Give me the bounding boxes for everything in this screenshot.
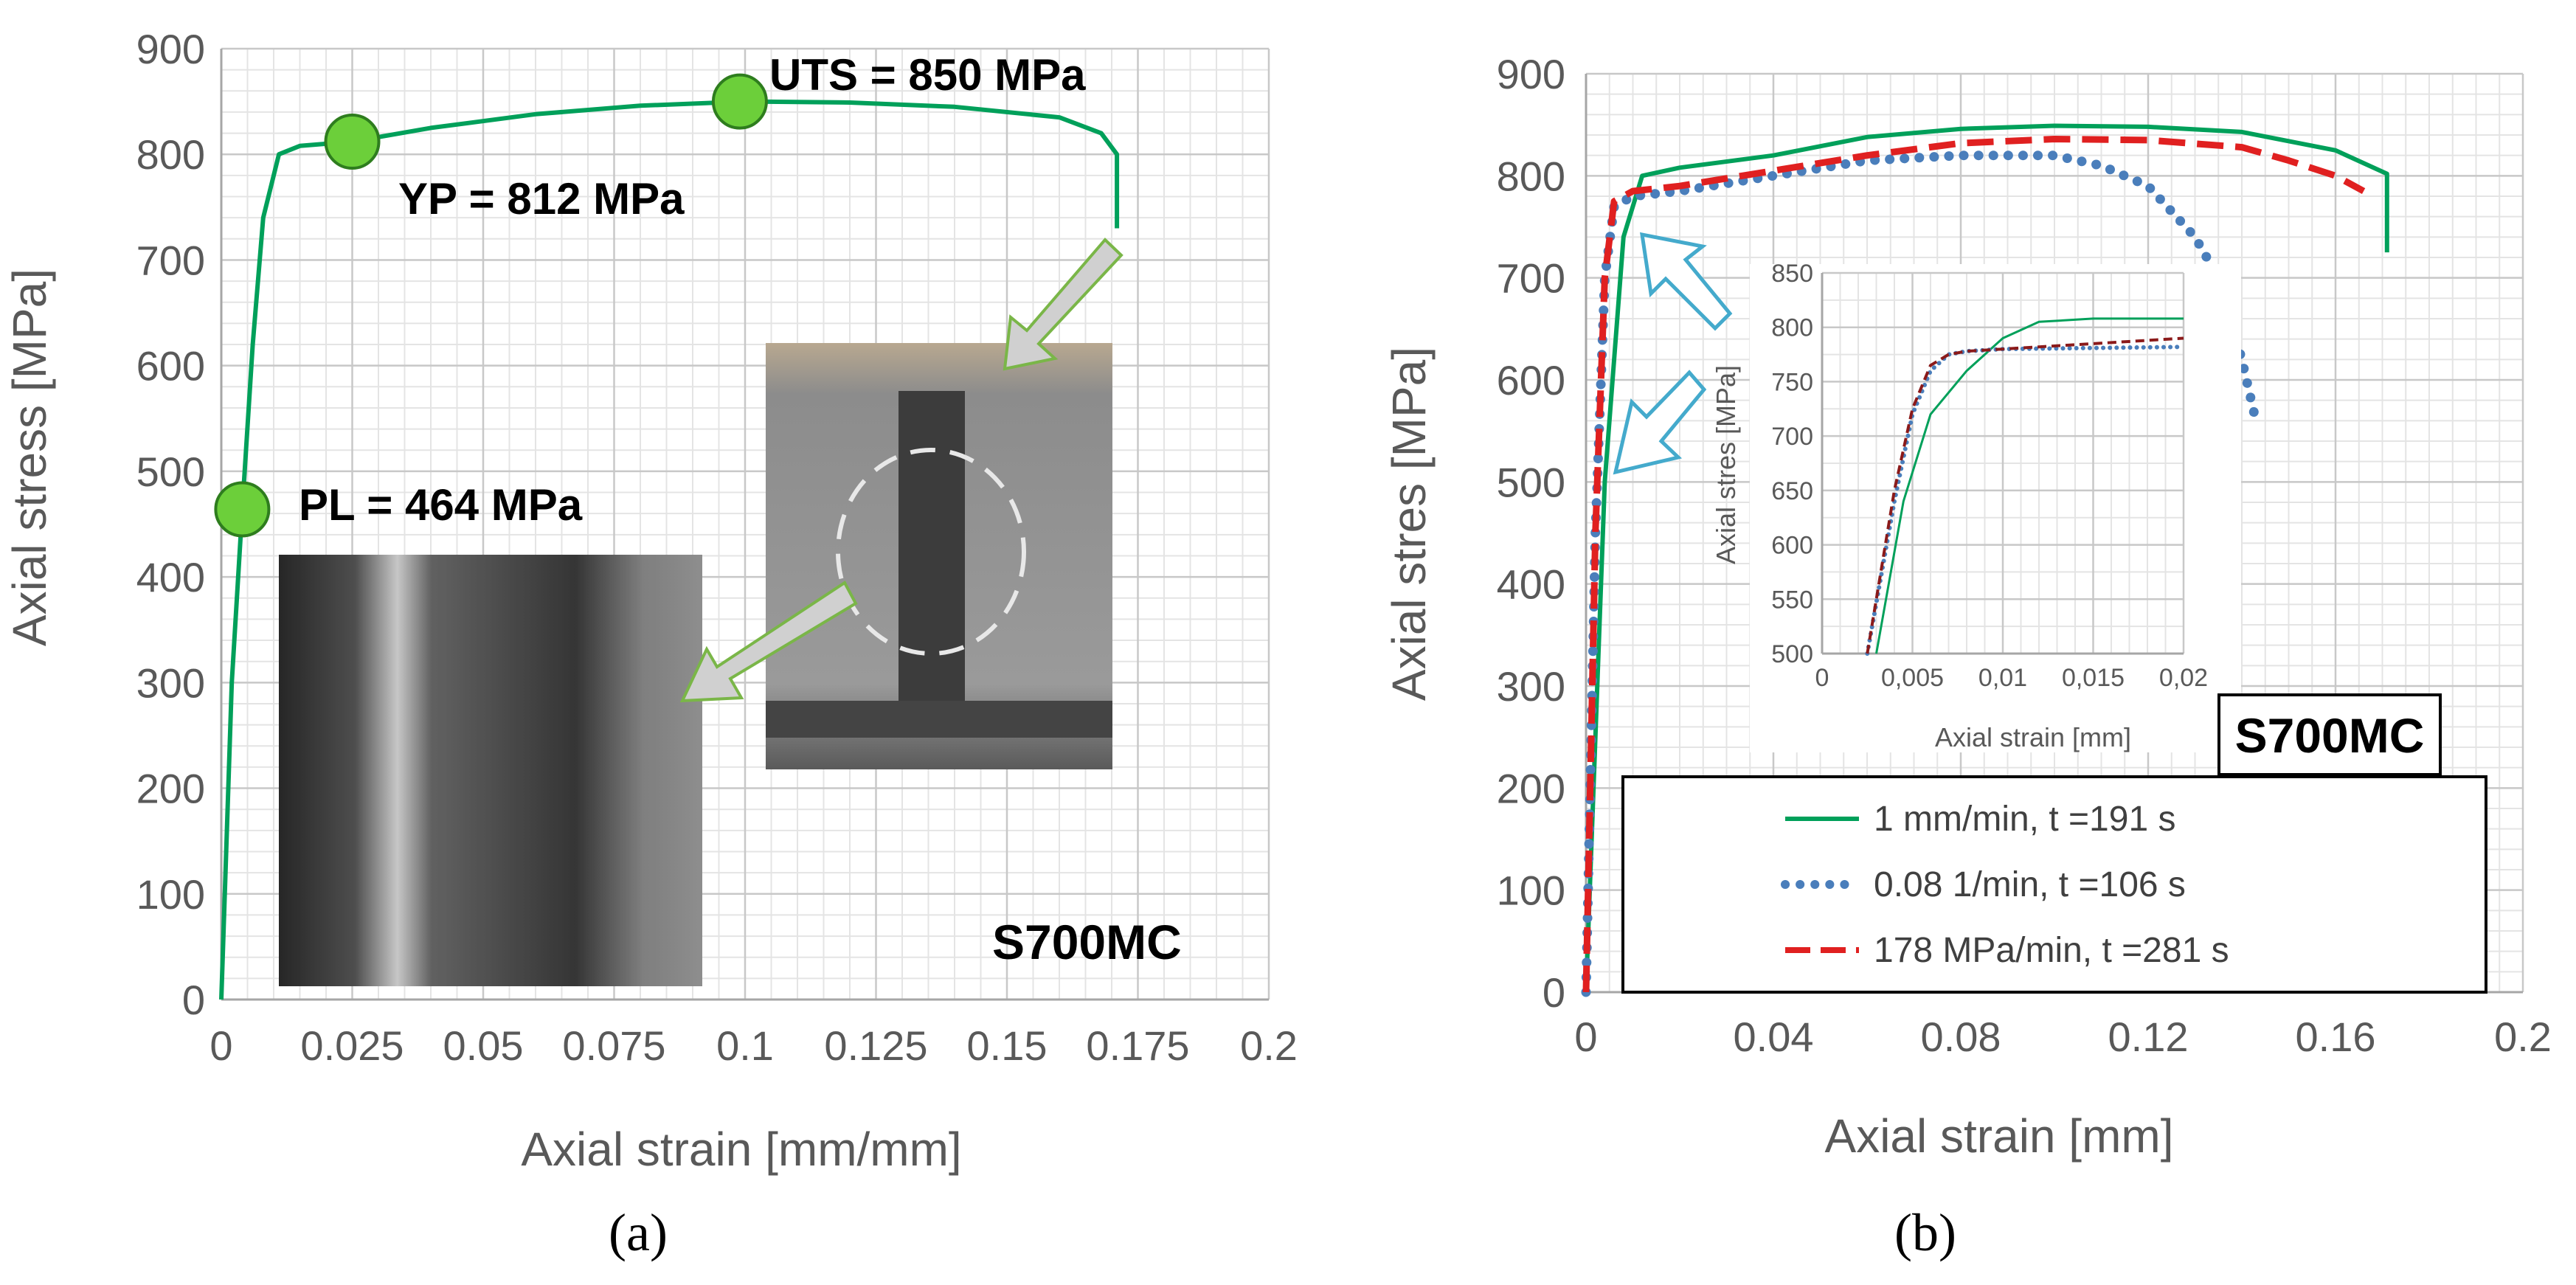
legend-item-3: 178 MPa/min, t =281 s xyxy=(1785,931,2229,970)
fracture-surface-photo xyxy=(279,555,702,986)
x-tick-label: 0.12 xyxy=(2108,1014,2189,1060)
panel-a-points xyxy=(214,73,768,538)
x-tick-label: 0.04 xyxy=(1734,1014,1814,1060)
x-tick-label: 0.2 xyxy=(2494,1014,2552,1060)
x-tick-label: 0,015 xyxy=(2062,664,2125,692)
x-tick-label: 0.175 xyxy=(1086,1022,1189,1069)
series-line-3 xyxy=(1866,336,2184,654)
y-axis-title-a: Axial stress [MPa] xyxy=(3,269,56,646)
x-tick-label: 0,02 xyxy=(2159,664,2208,692)
legend-item-2: 0.08 1/min, t =106 s xyxy=(1781,865,2186,904)
x-tick-label: 0,01 xyxy=(1978,664,2027,692)
series-line-1 xyxy=(219,99,1120,1000)
y-tick-label: 700 xyxy=(1497,255,1565,302)
panel-a-y-ticks: 0 100 200 300 400 500 600 700 800 900 xyxy=(136,26,205,1023)
inset-axes xyxy=(1821,273,2184,655)
y-tick-label: 600 xyxy=(1497,357,1565,403)
inset-y-title: Axial stres [MPa] xyxy=(1711,365,1741,564)
inset-y-ticks: 500 550 600 650 700 750 800 850 xyxy=(1771,260,1813,668)
inset-grid xyxy=(1821,271,2185,655)
x-tick-label: 0.08 xyxy=(1921,1014,2001,1060)
y-tick-label: 200 xyxy=(136,766,205,812)
y-tick-label: 500 xyxy=(1771,640,1813,668)
y-tick-label: 650 xyxy=(1771,477,1813,505)
marker-point-2 xyxy=(324,114,381,170)
series-line-1 xyxy=(1584,123,2389,993)
inset-chart: 500 550 600 650 700 750 800 850 0 0,005 0,01 0,015… xyxy=(1711,260,2241,752)
y-tick-label: 800 xyxy=(1497,153,1565,199)
inset-x-title: Axial strain [mm] xyxy=(1935,722,2131,752)
panel-a-x-ticks: 0 0.025 0.05 0.075 0.1 0.125 0.15 0.175 0.2 xyxy=(210,1022,1298,1069)
y-tick-label: 200 xyxy=(1497,765,1565,811)
y-tick-label: 750 xyxy=(1771,368,1813,396)
y-tick-label: 850 xyxy=(1771,260,1813,288)
y-tick-label: 550 xyxy=(1771,586,1813,614)
x-tick-label: 0.125 xyxy=(824,1022,927,1069)
y-tick-label: 900 xyxy=(1497,51,1565,97)
specimen-photo xyxy=(766,343,1112,769)
x-axis-title-b: Axial strain [mm] xyxy=(1825,1109,2174,1163)
y-tick-label: 500 xyxy=(136,448,205,495)
panel-b-x-ticks: 0 0.04 0.08 0.12 0.16 0.2 xyxy=(1574,1014,2552,1060)
material-label-b: S700MC xyxy=(2235,708,2425,763)
y-tick-label: 600 xyxy=(1771,532,1813,560)
x-tick-label: 0 xyxy=(1815,664,1829,692)
y-tick-label: 0 xyxy=(1543,969,1565,1016)
callout-arrows-a xyxy=(679,238,1123,703)
callout-arrows-b xyxy=(1613,232,1733,475)
inset-x-ticks: 0 0,005 0,01 0,015 0,02 xyxy=(1815,664,2209,692)
y-tick-label: 400 xyxy=(136,554,205,600)
y-axis-title-b: Axial stres [MPa] xyxy=(1382,347,1436,701)
y-tick-label: 600 xyxy=(136,343,205,389)
x-tick-label: 0.05 xyxy=(443,1022,524,1069)
x-axis-title-a: Axial strain [mm/mm] xyxy=(521,1123,961,1176)
panel-a-series xyxy=(219,99,1120,1000)
marker-point-3 xyxy=(711,73,768,130)
x-tick-label: 0.025 xyxy=(300,1022,404,1069)
legend-label-2: 0.08 1/min, t =106 s xyxy=(1874,865,2186,904)
x-tick-label: 0.16 xyxy=(2296,1014,2376,1060)
series-line-2 xyxy=(1581,150,2261,997)
y-tick-label: 700 xyxy=(1771,423,1813,451)
panel-b-y-ticks: 0 100 200 300 400 500 600 700 800 900 xyxy=(1497,51,1565,1016)
x-tick-label: 0.1 xyxy=(716,1022,774,1069)
panel-b-series xyxy=(1581,123,2389,997)
x-tick-label: 0,005 xyxy=(1881,664,1944,692)
marker-point-1 xyxy=(214,481,271,538)
uts-annotation: UTS = 850 MPa xyxy=(769,50,1086,100)
x-tick-label: 0.15 xyxy=(967,1022,1048,1069)
pl-annotation: PL = 464 MPa xyxy=(299,480,583,530)
x-tick-label: 0 xyxy=(1574,1014,1597,1060)
yp-annotation: YP = 812 MPa xyxy=(398,174,685,224)
x-tick-label: 0 xyxy=(210,1022,232,1069)
legend-b: 1 mm/min, t =191 s 0.08 1/min, t =106 s … xyxy=(1621,775,2487,994)
y-tick-label: 800 xyxy=(136,131,205,178)
inset-series xyxy=(1865,317,2186,656)
legend-item-1: 1 mm/min, t =191 s xyxy=(1785,800,2175,839)
material-label-b-box: S700MC xyxy=(2217,693,2442,776)
y-tick-label: 500 xyxy=(1497,459,1565,505)
y-tick-label: 100 xyxy=(1497,867,1565,914)
y-tick-label: 300 xyxy=(136,659,205,706)
y-tick-label: 700 xyxy=(136,237,205,283)
series-line-3 xyxy=(1582,136,2366,993)
panel-label-a: (a) xyxy=(609,1203,668,1262)
material-label-a: S700MC xyxy=(992,915,1182,969)
y-tick-label: 400 xyxy=(1497,561,1565,608)
legend-label-1: 1 mm/min, t =191 s xyxy=(1874,800,2175,839)
series-line-1 xyxy=(1875,317,2184,654)
panel-b: 0 100 200 300 400 500 600 700 800 900 0 0.04 0.08 0.… xyxy=(1382,51,2552,1262)
y-tick-label: 900 xyxy=(136,26,205,72)
y-tick-label: 800 xyxy=(1771,314,1813,342)
x-tick-label: 0.2 xyxy=(1240,1022,1298,1069)
y-tick-label: 300 xyxy=(1497,663,1565,710)
legend-label-3: 178 MPa/min, t =281 s xyxy=(1874,931,2229,970)
panel-label-b: (b) xyxy=(1894,1203,1956,1262)
x-tick-label: 0.075 xyxy=(562,1022,665,1069)
y-tick-label: 0 xyxy=(182,977,205,1023)
y-tick-label: 100 xyxy=(136,871,205,918)
